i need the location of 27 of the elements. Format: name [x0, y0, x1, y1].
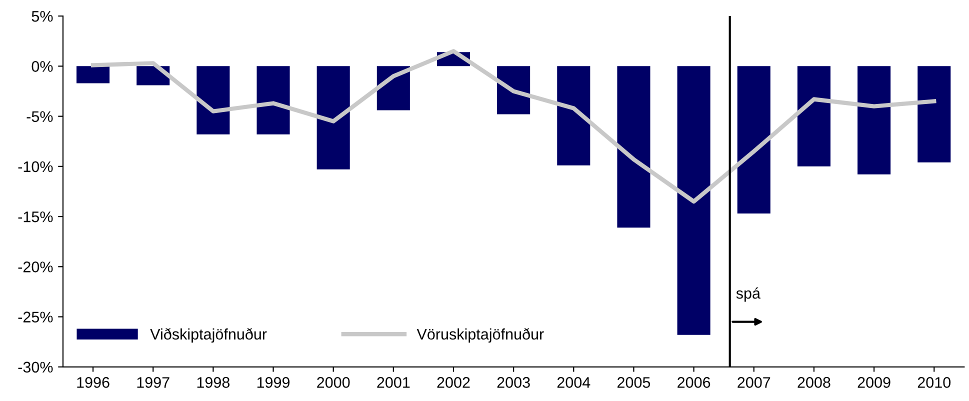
annotation: spá — [736, 287, 760, 302]
x-tick-label: 1996 — [77, 377, 110, 388]
x-tick-label: 2009 — [858, 377, 890, 388]
x-tick-label: 1997 — [137, 377, 170, 388]
y-tick-label: -30% — [18, 362, 53, 373]
x-tick-label: 2006 — [678, 377, 710, 388]
x-tick-label: 2005 — [618, 377, 650, 388]
x-tick-label: 1998 — [197, 377, 230, 388]
x-tick-label: 1999 — [257, 377, 290, 388]
x-tick-label: 2008 — [798, 377, 830, 388]
x-tick-label: 2010 — [918, 377, 951, 388]
y-tick-label: -15% — [18, 211, 53, 222]
legend-label: Vöruskiptajöfnuður — [416, 328, 544, 343]
x-tick-label: 2002 — [437, 377, 470, 388]
x-tick-label: 2007 — [738, 377, 770, 388]
legend-label: Viðskiptajöfnuður — [150, 328, 267, 343]
y-tick-label: -5% — [26, 111, 53, 122]
line-series — [90, 49, 936, 204]
y-tick-label: 5% — [32, 10, 53, 22]
y-tick-label: -20% — [18, 262, 53, 272]
x-tick-label: 2001 — [377, 377, 410, 388]
x-tick-label: 2004 — [557, 377, 590, 388]
y-tick-label: 0% — [32, 61, 53, 72]
y-tick-label: -10% — [18, 161, 53, 172]
x-tick-label: 2000 — [317, 377, 350, 388]
x-tick-label: 2003 — [497, 377, 530, 388]
y-tick-label: -25% — [18, 312, 53, 322]
